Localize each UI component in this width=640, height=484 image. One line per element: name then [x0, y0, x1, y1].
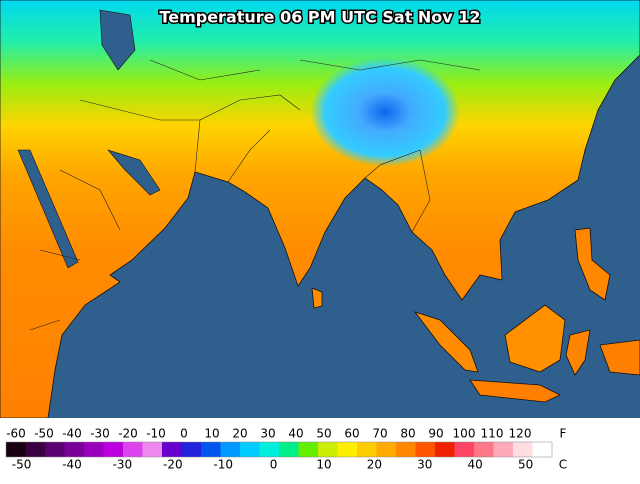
celsius-tick-label: -40 — [62, 458, 82, 472]
sumatra — [413, 311, 479, 373]
color-swatch — [474, 442, 494, 457]
fahrenheit-tick-label: 70 — [372, 427, 387, 441]
map-title: Temperature 06 PM UTC Sat Nov 12 — [159, 8, 480, 27]
fahrenheit-tick-label: 30 — [260, 427, 275, 441]
color-swatch — [45, 442, 65, 457]
color-swatch — [357, 442, 377, 457]
color-swatch — [279, 442, 299, 457]
color-legend: -60 -50 -40 -30 -20 -10 0 10 20 30 40 50 60 70 80 90 100… — [5, 427, 567, 472]
caspian-sea — [99, 9, 136, 71]
celsius-tick-label: -50 — [12, 458, 32, 472]
color-swatch — [64, 442, 85, 457]
color-swatch — [435, 442, 455, 457]
celsius-tick-label: 0 — [270, 458, 278, 472]
color-swatch — [220, 442, 241, 457]
color-swatch — [142, 442, 163, 457]
fahrenheit-tick-label: 40 — [288, 427, 303, 441]
color-swatch — [259, 442, 280, 457]
fahrenheit-tick-label: -10 — [146, 427, 166, 441]
country-borders — [29, 59, 481, 331]
fahrenheit-tick-label: 80 — [400, 427, 415, 441]
celsius-unit: C — [559, 458, 567, 472]
fahrenheit-tick-label: 0 — [180, 427, 188, 441]
fahrenheit-tick-label: 60 — [344, 427, 359, 441]
color-swatch — [84, 442, 104, 457]
fahrenheit-tick-label: -20 — [118, 427, 138, 441]
celsius-tick-label: 10 — [316, 458, 331, 472]
fahrenheit-tick-label: 110 — [481, 427, 504, 441]
color-swatch — [415, 442, 436, 457]
color-swatch — [162, 442, 182, 457]
color-swatch — [396, 442, 416, 457]
celsius-tick-label: 40 — [468, 458, 483, 472]
color-swatch — [318, 442, 338, 457]
fahrenheit-tick-label: 100 — [453, 427, 476, 441]
color-swatch — [376, 442, 397, 457]
celsius-tick-label: -30 — [113, 458, 133, 472]
fahrenheit-tick-label: 50 — [316, 427, 331, 441]
color-bar-frame — [5, 441, 553, 458]
fahrenheit-unit: F — [560, 427, 567, 441]
celsius-tick-label: -10 — [213, 458, 233, 472]
new-guinea — [599, 339, 640, 376]
color-swatch — [298, 442, 319, 457]
borneo — [504, 304, 566, 373]
sri-lanka — [311, 287, 323, 309]
color-swatch — [240, 442, 260, 457]
color-swatch — [123, 442, 143, 457]
celsius-tick-label: 30 — [417, 458, 432, 472]
philippines — [574, 227, 611, 301]
color-swatch — [181, 442, 202, 457]
celsius-tick-label: 50 — [518, 458, 533, 472]
color-swatch — [493, 442, 514, 457]
persian-gulf — [107, 149, 161, 196]
celsius-tick-label: -20 — [163, 458, 183, 472]
mainland — [0, 0, 640, 419]
color-swatch — [513, 442, 533, 457]
sulawesi — [565, 329, 591, 376]
fahrenheit-tick-label: -60 — [6, 427, 26, 441]
color-swatch — [6, 442, 26, 457]
fahrenheit-tick-label: 120 — [509, 427, 532, 441]
fahrenheit-tick-label: 90 — [428, 427, 443, 441]
color-swatch — [532, 442, 553, 457]
java — [469, 379, 561, 403]
red-sea — [17, 149, 79, 269]
fahrenheit-tick-label: -40 — [62, 427, 82, 441]
cold-region — [310, 57, 460, 167]
color-swatch — [103, 442, 124, 457]
fahrenheit-tick-label: -50 — [34, 427, 54, 441]
color-swatch — [25, 442, 46, 457]
color-swatch — [201, 442, 221, 457]
color-swatch — [454, 442, 475, 457]
fahrenheit-tick-label: 20 — [232, 427, 247, 441]
celsius-tick-label: 20 — [367, 458, 382, 472]
fahrenheit-tick-label: 10 — [204, 427, 219, 441]
color-swatch — [337, 442, 358, 457]
fahrenheit-tick-label: -30 — [90, 427, 110, 441]
